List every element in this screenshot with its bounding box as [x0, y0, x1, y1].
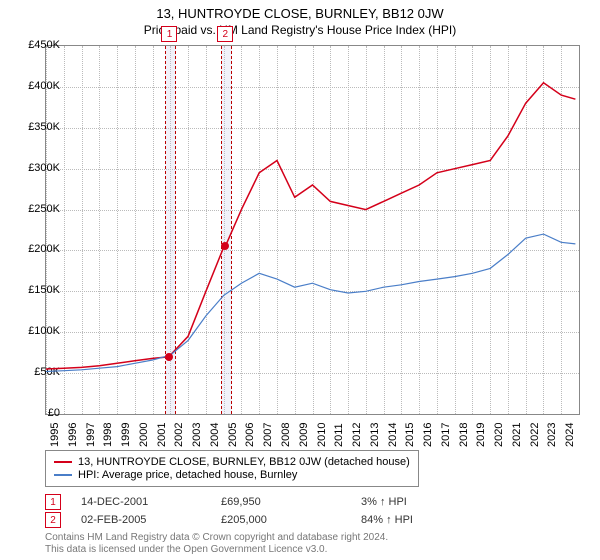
x-tick-label: 2016 [422, 423, 434, 447]
x-tick-label: 2023 [546, 423, 558, 447]
x-tick-label: 2012 [351, 423, 363, 447]
sale-delta: 3% ↑ HPI [361, 496, 481, 508]
sale-marker: 2 [217, 26, 233, 42]
x-tick-label: 1997 [85, 423, 97, 447]
x-tick-label: 2004 [209, 423, 221, 447]
series-line [46, 83, 575, 369]
x-tick-label: 2010 [316, 423, 328, 447]
footnote-line: Contains HM Land Registry data © Crown c… [45, 532, 388, 544]
sale-delta: 84% ↑ HPI [361, 514, 481, 526]
sale-point [165, 353, 173, 361]
x-tick-label: 2009 [298, 423, 310, 447]
x-tick-label: 2013 [369, 423, 381, 447]
sale-point [221, 242, 229, 250]
footnote-line: This data is licensed under the Open Gov… [45, 544, 388, 556]
x-tick-label: 2017 [440, 423, 452, 447]
legend: 13, HUNTROYDE CLOSE, BURNLEY, BB12 0JW (… [45, 450, 419, 487]
x-tick-label: 2001 [156, 423, 168, 447]
x-tick-label: 2007 [262, 423, 274, 447]
x-tick-label: 2005 [227, 423, 239, 447]
sale-marker: 1 [161, 26, 177, 42]
legend-label: 13, HUNTROYDE CLOSE, BURNLEY, BB12 0JW (… [78, 456, 410, 468]
legend-swatch [54, 474, 72, 476]
sale-row: 2 02-FEB-2005 £205,000 84% ↑ HPI [45, 512, 481, 528]
sale-date: 02-FEB-2005 [81, 514, 201, 526]
x-tick-label: 2024 [564, 423, 576, 447]
page-subtitle: Price paid vs. HM Land Registry's House … [0, 21, 600, 37]
x-tick-label: 2020 [493, 423, 505, 447]
x-tick-label: 2018 [458, 423, 470, 447]
legend-item: HPI: Average price, detached house, Burn… [54, 469, 410, 481]
x-tick-label: 2022 [529, 423, 541, 447]
sales-table: 1 14-DEC-2001 £69,950 3% ↑ HPI 2 02-FEB-2005 £… [45, 492, 481, 530]
sale-date: 14-DEC-2001 [81, 496, 201, 508]
sale-badge: 1 [45, 494, 61, 510]
x-tick-label: 2008 [280, 423, 292, 447]
x-tick-label: 2021 [511, 423, 523, 447]
legend-swatch [54, 461, 72, 463]
legend-label: HPI: Average price, detached house, Burn… [78, 469, 297, 481]
footnote: Contains HM Land Registry data © Crown c… [45, 532, 388, 556]
chart-lines [46, 46, 579, 414]
x-tick-label: 1996 [67, 423, 79, 447]
x-tick-label: 2003 [191, 423, 203, 447]
x-tick-label: 2015 [404, 423, 416, 447]
x-tick-label: 2006 [244, 423, 256, 447]
x-tick-label: 2011 [333, 423, 345, 447]
chart-plot-area: 12 [45, 45, 580, 415]
page-title: 13, HUNTROYDE CLOSE, BURNLEY, BB12 0JW [0, 0, 600, 21]
x-tick-label: 2000 [138, 423, 150, 447]
series-line [46, 234, 575, 371]
x-tick-label: 1998 [102, 423, 114, 447]
x-tick-label: 2019 [475, 423, 487, 447]
legend-item: 13, HUNTROYDE CLOSE, BURNLEY, BB12 0JW (… [54, 456, 410, 468]
sale-price: £69,950 [221, 496, 341, 508]
sale-price: £205,000 [221, 514, 341, 526]
sale-row: 1 14-DEC-2001 £69,950 3% ↑ HPI [45, 494, 481, 510]
x-tick-label: 1995 [49, 423, 61, 447]
x-tick-label: 2014 [387, 423, 399, 447]
sale-badge: 2 [45, 512, 61, 528]
x-tick-label: 2002 [173, 423, 185, 447]
x-tick-label: 1999 [120, 423, 132, 447]
